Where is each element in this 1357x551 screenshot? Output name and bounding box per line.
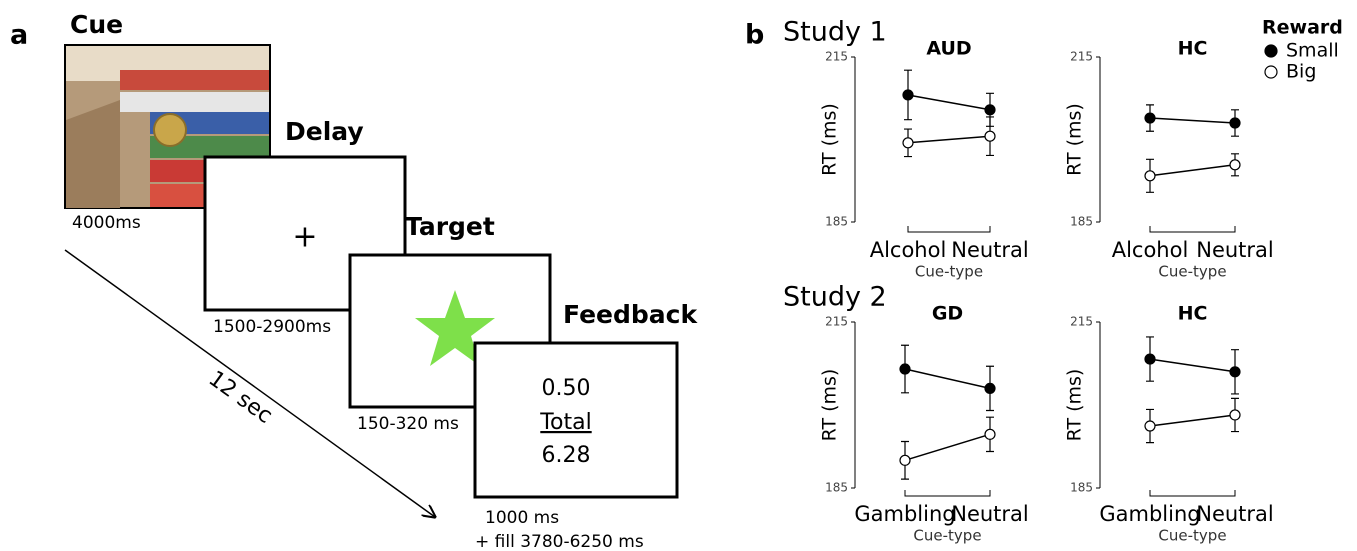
- panel-label: b: [745, 20, 764, 51]
- legend-label: Big: [1286, 61, 1316, 83]
- feedback-box: [473, 341, 679, 499]
- y-axis-label: RT (ms): [1064, 369, 1086, 442]
- series-line: [907, 135, 991, 144]
- legend-label: Small: [1286, 40, 1339, 62]
- series-line: [907, 94, 991, 111]
- y-tick-label: 215: [825, 50, 848, 64]
- legend-marker: [1264, 44, 1278, 58]
- chart-title: GD: [932, 303, 963, 325]
- study-label: Study 2: [783, 282, 887, 313]
- stage-time: 1500-2900ms: [213, 317, 331, 337]
- y-tick-label: 215: [825, 315, 848, 329]
- chart-title: HC: [1178, 303, 1208, 325]
- data-point: [1144, 170, 1156, 182]
- legend-title: Reward: [1262, 17, 1343, 39]
- study-label: Study 1: [783, 17, 887, 48]
- x-axis-label: Cue-type: [1158, 527, 1226, 545]
- stage-time: 1000 ms: [485, 508, 559, 528]
- chart-title: AUD: [926, 38, 971, 60]
- data-point: [1229, 409, 1241, 421]
- data-point: [984, 130, 996, 142]
- y-tick-label: 215: [1070, 50, 1093, 64]
- y-axis-label: RT (ms): [819, 103, 841, 176]
- series-line: [904, 368, 991, 390]
- x-axis: [1149, 490, 1236, 497]
- x-tick-label: Neutral: [1196, 502, 1274, 526]
- panel-label: a: [10, 20, 28, 51]
- feedback-text: 6.28: [542, 443, 591, 468]
- target-star: [415, 290, 495, 366]
- data-point: [902, 137, 914, 149]
- data-point: [984, 382, 996, 394]
- data-point: [984, 104, 996, 116]
- data-point: [899, 363, 911, 375]
- x-axis-label: Cue-type: [913, 527, 981, 545]
- y-axis-label: RT (ms): [819, 369, 841, 442]
- data-point: [899, 454, 911, 466]
- x-axis: [907, 226, 991, 233]
- data-point: [902, 89, 914, 101]
- stage-time: 4000ms: [72, 213, 141, 233]
- y-tick-label: 215: [1070, 315, 1093, 329]
- legend-marker: [1264, 65, 1278, 79]
- time-arrow: [64, 249, 435, 517]
- y-tick-label: 185: [825, 215, 848, 229]
- stage-time: + fill 3780-6250 ms: [475, 532, 644, 551]
- x-axis: [904, 490, 991, 497]
- stage-title: Cue: [70, 10, 123, 39]
- stage-title: Target: [405, 212, 495, 241]
- feedback-text: Total: [539, 410, 591, 435]
- x-tick-label: Neutral: [951, 502, 1029, 526]
- series-line: [1149, 358, 1236, 373]
- y-tick-label: 185: [1070, 215, 1093, 229]
- x-tick-label: Neutral: [951, 238, 1029, 262]
- x-tick-label: Gambling: [1099, 502, 1200, 526]
- x-tick-label: Alcohol: [870, 238, 947, 262]
- x-tick-label: Gambling: [854, 502, 955, 526]
- chart-title: HC: [1178, 38, 1208, 60]
- stage-title: Delay: [285, 117, 364, 146]
- data-point: [1229, 117, 1241, 129]
- data-point: [1144, 420, 1156, 432]
- data-point: [1229, 366, 1241, 378]
- feedback-text: 0.50: [542, 376, 591, 401]
- series-line: [1149, 164, 1236, 177]
- data-point: [984, 428, 996, 440]
- stage-title: Feedback: [563, 300, 698, 329]
- data-point: [1229, 159, 1241, 171]
- data-point: [1144, 353, 1156, 365]
- x-tick-label: Neutral: [1196, 238, 1274, 262]
- x-tick-label: Alcohol: [1112, 238, 1189, 262]
- series-line: [1149, 117, 1236, 124]
- series-line: [1149, 414, 1236, 427]
- x-axis: [1149, 226, 1236, 233]
- series-line: [904, 433, 991, 462]
- y-tick-label: 185: [1070, 481, 1093, 495]
- x-axis-label: Cue-type: [915, 263, 983, 281]
- stage-time: 150-320 ms: [357, 414, 459, 434]
- fixation-cross: +: [292, 220, 317, 255]
- x-axis-label: Cue-type: [1158, 263, 1226, 281]
- y-axis-label: RT (ms): [1064, 103, 1086, 176]
- y-tick-label: 185: [825, 481, 848, 495]
- data-point: [1144, 112, 1156, 124]
